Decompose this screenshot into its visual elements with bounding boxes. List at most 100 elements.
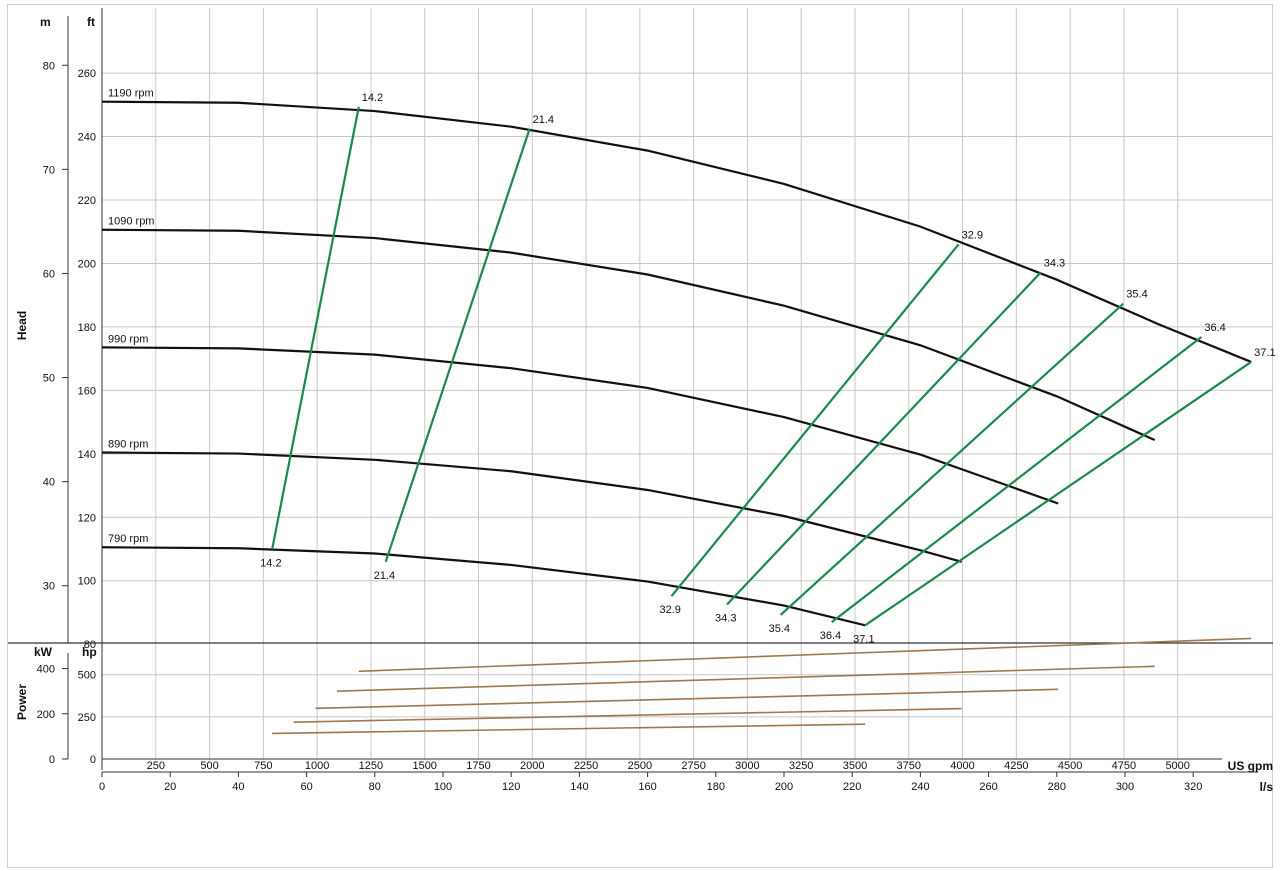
grid: [102, 8, 1273, 759]
ls-tick-label: 100: [434, 781, 452, 793]
efficiency-label-top: 37.1: [1254, 347, 1275, 359]
head-m-tick-label: 30: [43, 581, 55, 593]
gpm-tick-label: 2750: [681, 760, 705, 772]
ls-tick-label: 20: [164, 781, 176, 793]
speed-curve-label: 990 rpm: [108, 333, 148, 345]
speed-curve-label: 1090 rpm: [108, 216, 154, 228]
ls-tick-label: 260: [979, 781, 997, 793]
efficiency-label-top: 21.4: [533, 114, 554, 126]
power-line: [358, 637, 1252, 673]
gpm-tick-label: 4000: [950, 760, 974, 772]
speed-curve: [101, 346, 1059, 505]
power-line: [315, 688, 1059, 710]
ls-tick-label: 120: [502, 781, 520, 793]
power-kw-tick-label: 0: [49, 754, 55, 766]
ls-tick-label: 240: [911, 781, 929, 793]
axes: 3040506070808010012014016018020022024026…: [8, 8, 1273, 794]
gpm-tick-label: 5000: [1165, 760, 1189, 772]
efficiency-line: [670, 243, 960, 597]
ls-tick-label: 60: [300, 781, 312, 793]
ls-tick-label: 80: [369, 781, 381, 793]
efficiency-line: [384, 128, 531, 563]
power-line: [293, 707, 962, 723]
head-m-tick-label: 80: [43, 60, 55, 72]
ls-tick-label: 200: [775, 781, 793, 793]
power-line: [336, 665, 1155, 692]
power-kw-tick-label: 400: [37, 664, 55, 676]
gpm-tick-label: 1750: [466, 760, 490, 772]
ls-tick-label: 40: [232, 781, 244, 793]
head-ft-tick-label: 200: [78, 258, 96, 270]
efficiency-label-bottom: 21.4: [374, 570, 395, 582]
ls-tick-label: 300: [1116, 781, 1134, 793]
efficiency-label-bottom: 32.9: [659, 604, 680, 616]
efficiency-label-top: 14.2: [362, 92, 383, 104]
head-ft-tick-label: 100: [78, 576, 96, 588]
head-ft-tick-label: 80: [84, 639, 96, 651]
head-ft-tick-label: 160: [78, 385, 96, 397]
efficiency-label-top: 32.9: [962, 229, 983, 241]
ls-tick-label: 280: [1048, 781, 1066, 793]
head-ft-tick-label: 120: [78, 512, 96, 524]
gpm-tick-label: 4500: [1058, 760, 1082, 772]
power-axis-title: Power: [15, 684, 29, 720]
power-kw-tick-label: 200: [37, 709, 55, 721]
speed-curve: [101, 228, 1156, 442]
ls-tick-label: 160: [638, 781, 656, 793]
labels: 1190 rpm 1090 rpm 990 rpm 890 rpm 790 rpm 14.…: [108, 88, 1276, 646]
power-line: [272, 723, 866, 735]
speed-curve-label: 890 rpm: [108, 439, 148, 451]
head-m-tick-label: 60: [43, 268, 55, 280]
ls-tick-label: 140: [570, 781, 588, 793]
efficiency-line: [271, 106, 360, 550]
efficiency-label-top: 34.3: [1044, 257, 1065, 269]
efficiency-label-top: 36.4: [1204, 322, 1225, 334]
efficiency-label-top: 35.4: [1126, 289, 1147, 301]
head-ft-tick-label: 140: [78, 449, 96, 461]
gpm-tick-label: 4250: [1004, 760, 1028, 772]
head-m-tick-label: 70: [43, 164, 55, 176]
gpm-tick-label: 250: [147, 760, 165, 772]
gpm-tick-label: 1500: [412, 760, 436, 772]
efficiency-label-bottom: 34.3: [715, 612, 736, 624]
gpm-tick-label: 2250: [574, 760, 598, 772]
efficiency-line: [726, 271, 1042, 606]
speed-curve-label: 790 rpm: [108, 533, 148, 545]
head-ft-tick-label: 240: [78, 132, 96, 144]
efficiency-label-bottom: 37.1: [853, 633, 874, 645]
head-axis-title: Head: [15, 311, 29, 340]
efficiency-line: [779, 302, 1125, 616]
power-unit-hp: hp: [82, 645, 97, 659]
head-ft-tick-label: 180: [78, 322, 96, 334]
gpm-unit-label: US gpm: [1228, 759, 1273, 773]
gpm-tick-label: 3750: [897, 760, 921, 772]
efficiency-line: [831, 336, 1203, 624]
ls-unit-label: l/s: [1260, 780, 1274, 794]
power-hp-tick-label: 250: [78, 712, 96, 724]
gpm-tick-label: 3250: [789, 760, 813, 772]
ls-tick-label: 320: [1184, 781, 1202, 793]
efficiency-line: [864, 361, 1252, 627]
speed-curve: [101, 451, 962, 563]
gpm-tick-label: 3000: [735, 760, 759, 772]
head-unit-m: m: [40, 15, 51, 29]
ls-tick-label: 180: [707, 781, 725, 793]
efficiency-label-bottom: 14.2: [260, 557, 281, 569]
speed-curve: [101, 546, 866, 627]
gpm-tick-label: 750: [254, 760, 272, 772]
ls-tick-label: 220: [843, 781, 861, 793]
gpm-tick-label: 4750: [1112, 760, 1136, 772]
gpm-tick-label: 1250: [359, 760, 383, 772]
speed-curve-label: 1190 rpm: [108, 88, 154, 100]
gpm-tick-label: 2500: [628, 760, 652, 772]
head-m-tick-label: 40: [43, 477, 55, 489]
efficiency-label-bottom: 36.4: [820, 630, 841, 642]
power-unit-kw: kW: [34, 645, 53, 659]
series: [101, 100, 1252, 735]
gpm-tick-label: 500: [200, 760, 218, 772]
gpm-tick-label: 1000: [305, 760, 329, 772]
ls-tick-label: 0: [99, 781, 105, 793]
head-ft-tick-label: 220: [78, 195, 96, 207]
head-m-tick-label: 50: [43, 373, 55, 385]
